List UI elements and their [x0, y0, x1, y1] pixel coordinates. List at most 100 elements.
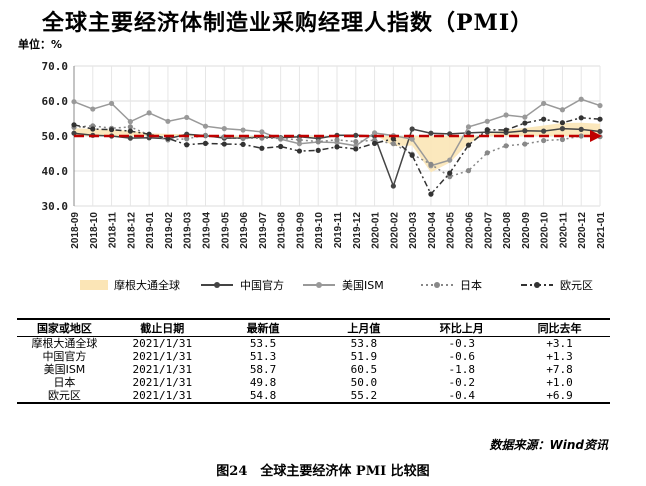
data-point	[108, 127, 115, 133]
data-source-note: 数据来源：Wind资讯	[489, 438, 608, 452]
y-tick-label: 40.0	[42, 165, 69, 178]
data-point	[165, 118, 171, 124]
x-tick-label: 2020-06	[465, 212, 476, 249]
data-point	[296, 148, 303, 154]
data-point	[353, 132, 359, 138]
table-cell: 日本	[53, 376, 76, 389]
data-point	[409, 126, 415, 132]
x-tick-label: 2019-01	[145, 212, 156, 249]
data-point	[578, 96, 584, 102]
data-point	[184, 136, 190, 142]
data-point	[202, 132, 209, 138]
x-tick-label: 2020-08	[502, 212, 513, 249]
table-cell: -0.6	[448, 350, 475, 363]
x-tick-label: 2020-10	[540, 212, 551, 249]
table-cell: 51.9	[350, 350, 378, 363]
table-cell: 美国ISM	[43, 363, 86, 376]
table-cell: 2021/1/31	[132, 337, 193, 350]
data-point	[184, 142, 190, 148]
x-tick-label: 2019-12	[352, 212, 363, 249]
data-point	[184, 114, 190, 121]
data-point	[597, 128, 603, 135]
data-point	[465, 142, 472, 148]
x-tick-label: 2018-10	[89, 212, 100, 249]
data-point	[597, 116, 603, 122]
data-point	[559, 120, 566, 126]
legend-swatch-solid-light	[303, 282, 335, 288]
data-point	[127, 128, 133, 134]
x-tick-label: 2020-01	[371, 212, 382, 249]
data-point	[71, 130, 77, 136]
y-tick-label: 50.0	[42, 130, 69, 143]
data-point	[484, 150, 490, 156]
data-point	[334, 144, 340, 150]
table-cell: 2021/1/31	[132, 376, 193, 389]
table-header: 截止日期	[111, 318, 213, 337]
data-point	[541, 100, 547, 107]
table-header: 同比去年	[509, 318, 610, 337]
data-point	[390, 183, 396, 189]
data-point	[315, 139, 321, 145]
table-cell: +6.9	[509, 389, 610, 404]
legend-swatch-solid-dark	[201, 282, 233, 288]
legend-swatch-area	[80, 280, 108, 290]
data-point	[522, 120, 528, 126]
table-cell: -0.2	[448, 376, 475, 389]
data-point	[240, 141, 246, 147]
table-cell: -0.4	[414, 389, 510, 404]
data-point	[390, 141, 396, 147]
table-cell: 中国官方	[42, 350, 87, 363]
x-tick-label: 2020-02	[389, 212, 400, 249]
x-tick-label: 2019-09	[295, 212, 306, 249]
data-point	[146, 110, 152, 116]
table-cell: 摩根大通全球	[31, 337, 98, 350]
legend-label: 中国官方	[240, 279, 284, 292]
data-point	[221, 141, 227, 147]
table-cell: 49.8	[249, 376, 277, 389]
legend-swatch-dashdot	[521, 282, 553, 288]
data-point	[409, 152, 415, 158]
table-cell: 58.7	[249, 363, 277, 376]
legend-label: 美国ISM	[342, 279, 384, 292]
data-point	[127, 135, 133, 141]
legend-label: 欧元区	[560, 279, 593, 292]
data-point	[315, 147, 321, 153]
table-cell: 2021/1/31	[132, 363, 193, 376]
data-point	[202, 140, 209, 146]
data-point	[447, 157, 453, 163]
data-point	[503, 112, 509, 118]
page-title: 全球主要经济体制造业采购经理人指数（PMI）	[42, 10, 534, 36]
data-point	[541, 137, 547, 144]
data-point	[541, 116, 547, 122]
x-tick-label: 2020-04	[427, 212, 438, 249]
table-cell: 欧元区	[17, 389, 112, 404]
table-cell: 55.2	[313, 389, 415, 404]
x-tick-label: 2018-11	[108, 212, 119, 249]
data-point	[296, 141, 303, 147]
x-tick-label: 2020-05	[446, 212, 457, 249]
data-point	[522, 141, 528, 147]
table-cell: 50.0	[350, 376, 378, 389]
data-point	[90, 126, 96, 132]
data-point	[428, 191, 434, 197]
y-tick-label: 70.0	[42, 60, 69, 73]
data-point	[559, 136, 566, 143]
data-point	[559, 126, 566, 132]
table-row: 日本 2021/1/31 49.8 50.0 -0.2 +1.0	[17, 376, 610, 389]
pmi-summary-table: 国家或地区 截止日期 最新值 上月值 环比上月 同比去年 摩根大通全球 2021…	[17, 318, 610, 404]
legend-item-japan: 日本	[420, 276, 482, 294]
table-header-row: 国家或地区 截止日期 最新值 上月值 环比上月 同比去年	[17, 318, 610, 337]
data-point	[371, 130, 378, 136]
x-tick-label: 2019-11	[333, 212, 344, 249]
table-cell: 2021/1/31	[132, 350, 193, 363]
data-point	[127, 119, 133, 125]
table-header: 最新值	[212, 318, 314, 337]
data-point	[465, 168, 472, 174]
data-point	[127, 124, 133, 130]
data-point	[465, 130, 472, 136]
data-point	[597, 102, 603, 109]
x-tick-label: 2018-09	[70, 212, 81, 249]
unit-label: 单位：%	[18, 38, 63, 51]
data-point	[353, 146, 359, 152]
